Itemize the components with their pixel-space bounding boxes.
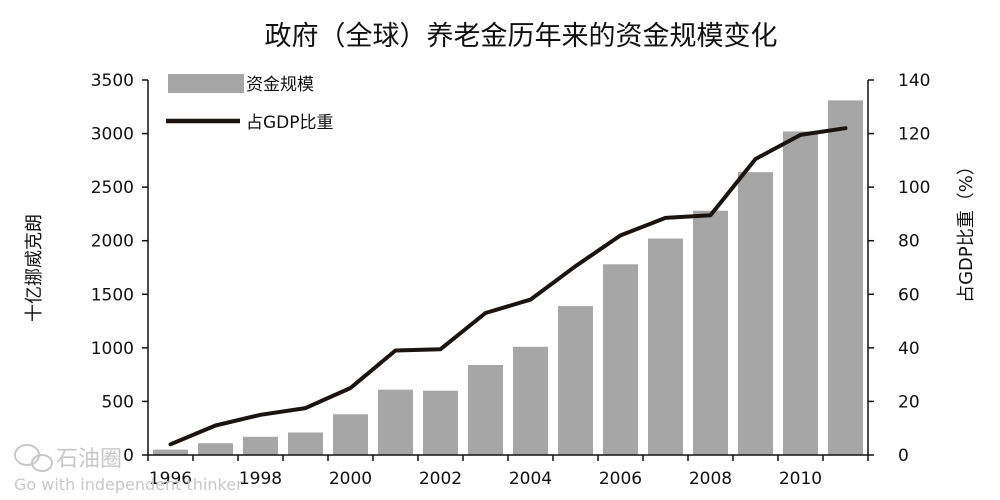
x-tick-label: 2010	[779, 469, 822, 489]
right-tick-label: 80	[898, 232, 920, 252]
x-tick-label: 2002	[419, 469, 462, 489]
right-tick-label: 120	[898, 125, 930, 145]
x-tick-label: 2004	[509, 469, 552, 489]
x-tick-label: 2006	[599, 469, 642, 489]
bar-1997	[198, 443, 233, 455]
right-tick-label: 140	[898, 71, 930, 91]
x-tick-label: 1996	[149, 469, 192, 489]
bar-2006	[603, 264, 638, 455]
axes: 0 500 1000 1500 2000 2500 3000 3500 0 20 40 60 80 10…	[91, 71, 931, 489]
bar-2011	[828, 100, 863, 455]
bar-2003	[468, 365, 503, 455]
left-tick-label: 1500	[91, 285, 134, 305]
plot-area	[153, 100, 863, 455]
left-y-axis-label: 十亿挪威克朗	[24, 214, 45, 322]
x-tick-label: 2000	[329, 469, 372, 489]
line-gdp-share	[168, 126, 848, 447]
bar-2000	[333, 414, 368, 455]
bar-2001	[378, 389, 413, 455]
bar-series	[153, 100, 863, 455]
x-ticks: 1996 1998 2000 2002 2004 2006 2008 2010	[147, 455, 869, 489]
bar-2002	[423, 390, 458, 455]
bar-1996	[153, 449, 188, 455]
bar-2010	[783, 131, 818, 455]
right-y-axis-label: 占GDP比重（%）	[956, 157, 977, 303]
watermark-subtext: Go with independent thinker	[14, 475, 243, 494]
right-tick-label: 0	[898, 446, 909, 466]
bar-1999	[288, 432, 323, 455]
legend-swatch-bar	[168, 74, 244, 93]
watermark-text: 石油圈	[56, 447, 122, 472]
watermark: 石油圈 Go with independent thinker	[14, 444, 243, 494]
legend-label-line: 占GDP比重	[246, 113, 334, 133]
bar-2007	[648, 238, 683, 455]
right-tick-label: 40	[898, 339, 920, 359]
right-y-ticks: 0 20 40 60 80 100 120 140	[868, 71, 930, 466]
line-series	[168, 126, 848, 447]
legend-label-bar: 资金规模	[246, 75, 314, 95]
left-tick-label: 0	[123, 446, 134, 466]
x-tick-label: 1998	[239, 469, 282, 489]
left-tick-label: 3000	[91, 125, 134, 145]
right-tick-label: 20	[898, 392, 920, 412]
legend: 资金规模 占GDP比重	[166, 74, 334, 133]
bar-2009	[738, 172, 773, 455]
bar-2004	[513, 346, 548, 455]
wechat-icon	[14, 444, 53, 472]
left-y-ticks: 0 500 1000 1500 2000 2500 3000 3500	[91, 71, 148, 466]
bar-1998	[243, 436, 278, 455]
right-tick-label: 60	[898, 285, 920, 305]
left-tick-label: 500	[102, 392, 134, 412]
left-tick-label: 2000	[91, 232, 134, 252]
x-tick-label: 2008	[689, 469, 732, 489]
bar-2005	[558, 306, 593, 455]
chart-title: 政府（全球）养老金历年来的资金规模变化	[265, 21, 778, 52]
left-tick-label: 2500	[91, 178, 134, 198]
bar-2008	[693, 210, 728, 455]
left-tick-label: 1000	[91, 339, 134, 359]
right-tick-label: 100	[898, 178, 930, 198]
left-tick-label: 3500	[91, 71, 134, 91]
